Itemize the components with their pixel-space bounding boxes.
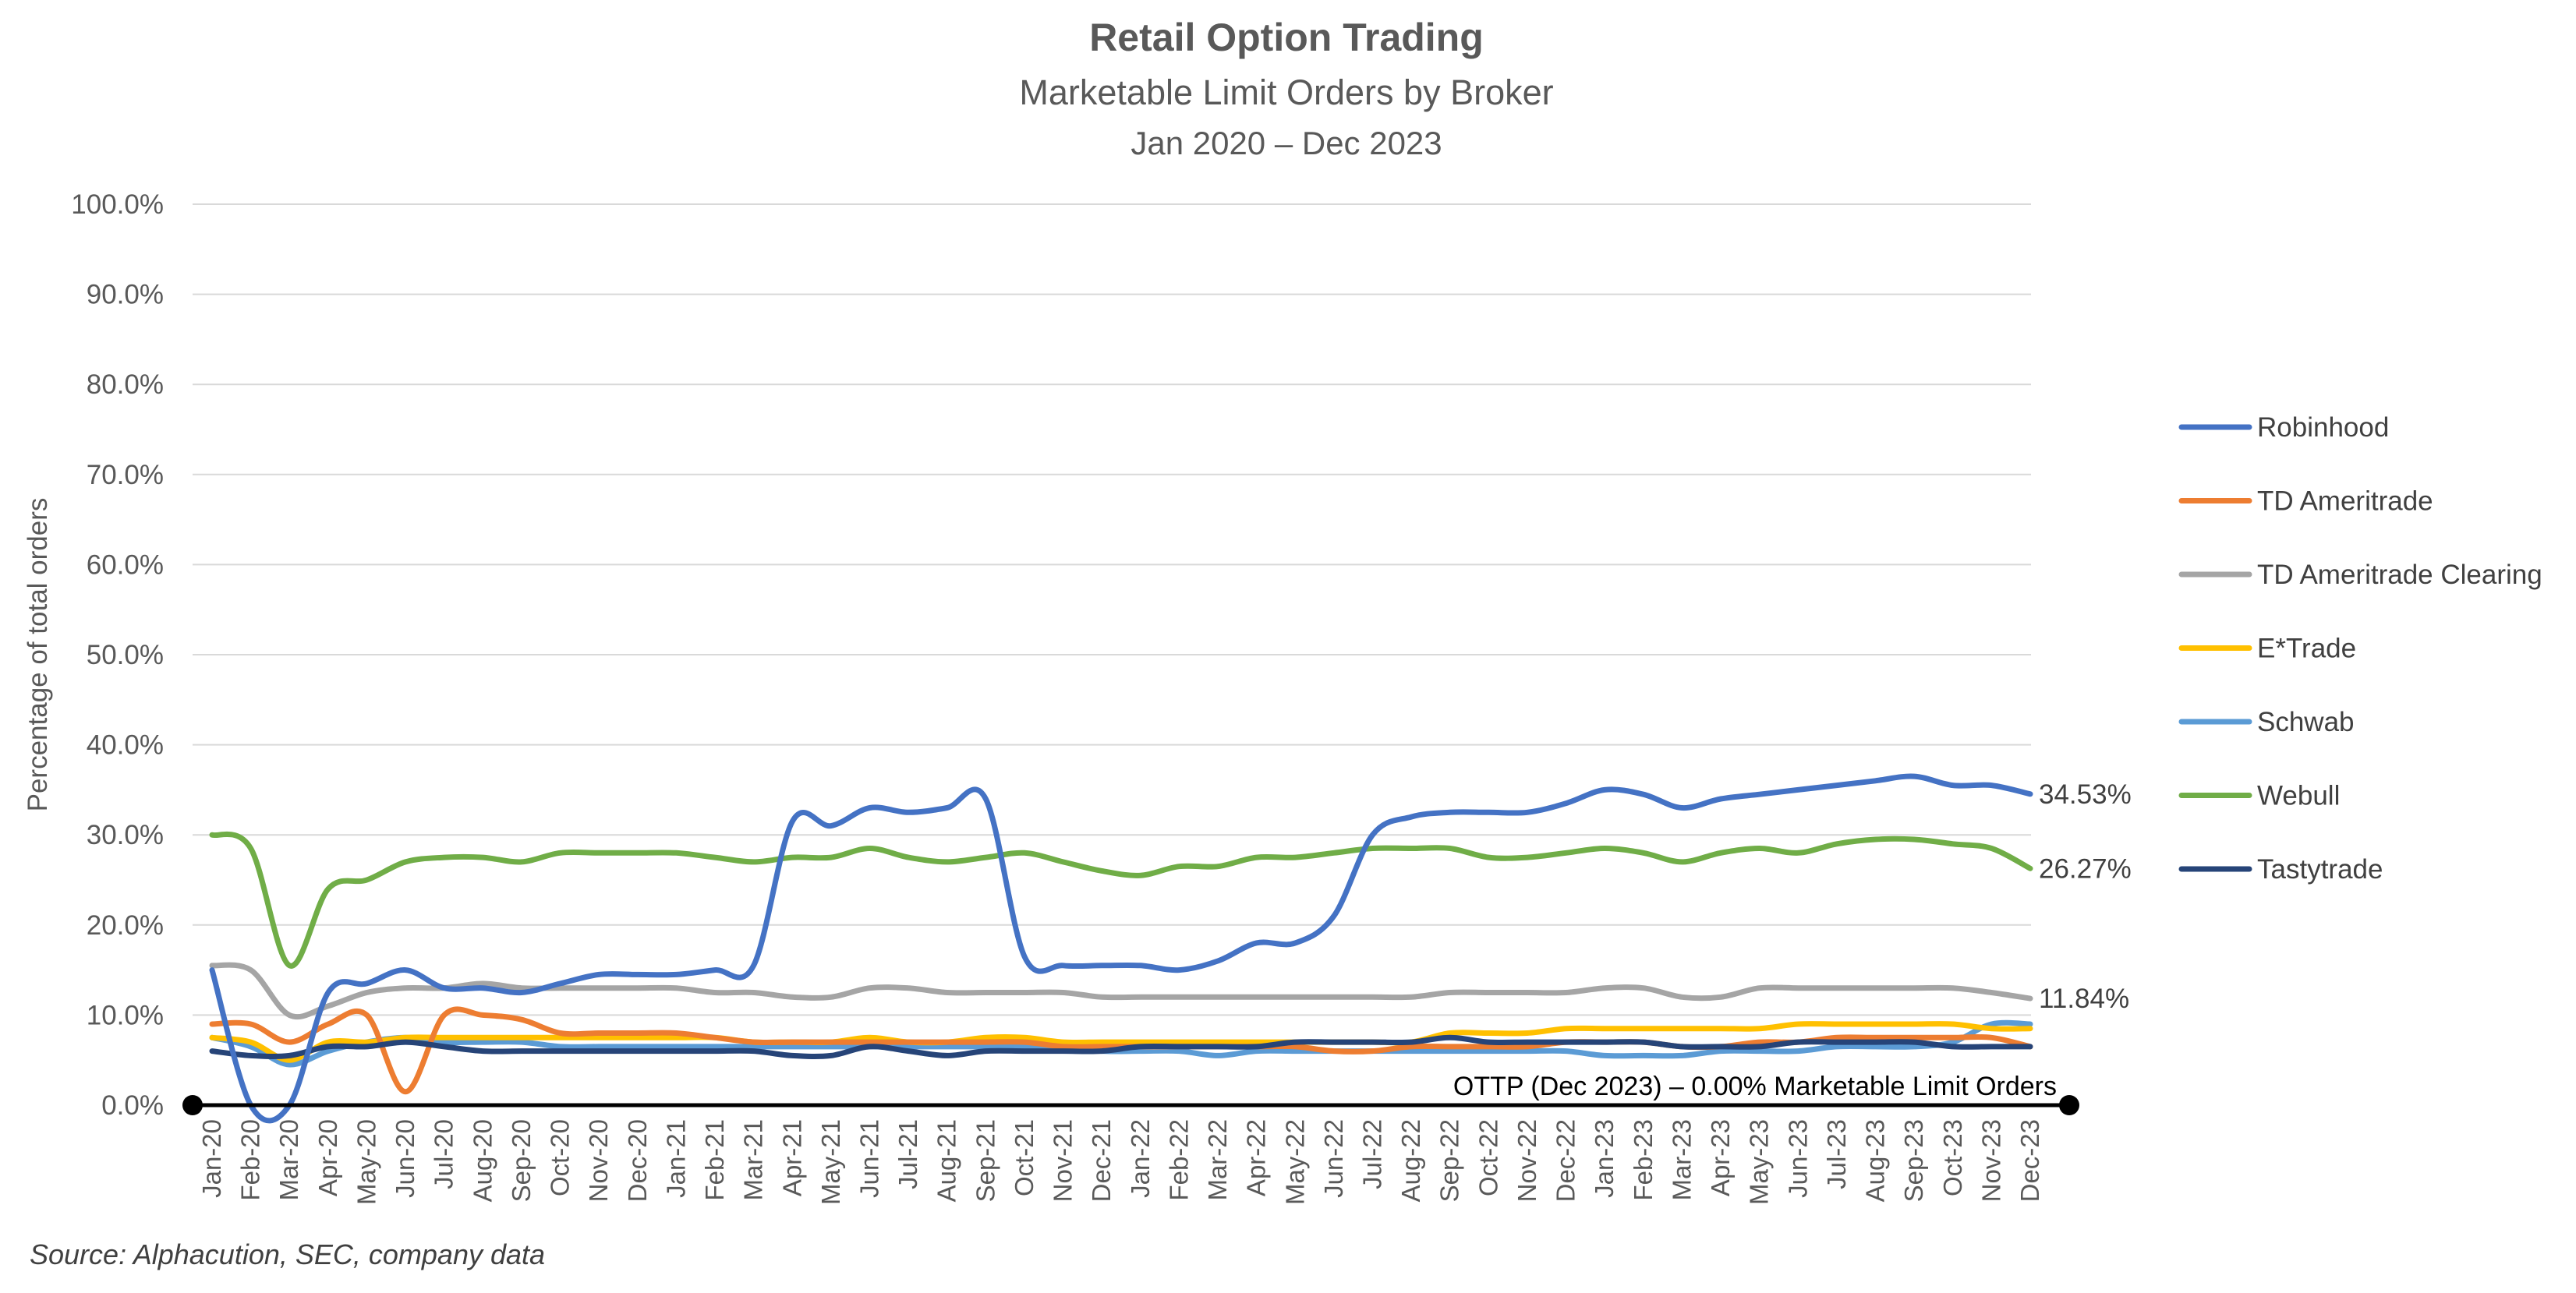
chart-subtitle: Marketable Limit Orders by Broker [1019,72,1553,112]
x-tick-label: Feb-20 [236,1119,265,1201]
x-tick-label: Apr-20 [313,1119,342,1196]
end-label: 11.84% [2039,984,2129,1014]
y-axis-ticks: 0.0% 10.0% 20.0% 30.0% 40.0% 50.0% 60.0% 70.0% 8… [71,189,164,1121]
x-tick-label: Feb-21 [700,1119,729,1201]
series-line-robinhood [209,773,2033,1124]
source-note: Source: Alphacution, SEC, company data [30,1238,545,1270]
x-tick-label: Sep-21 [971,1119,1000,1202]
x-tick-label: Jan-20 [197,1119,226,1198]
series-line-webull [209,831,2033,969]
x-tick-label: Oct-23 [1938,1119,1967,1196]
series-line-tastytrade [209,1034,2033,1059]
x-tick-label: Aug-22 [1396,1119,1425,1202]
legend-label: Robinhood [2257,412,2389,443]
x-tick-label: Mar-22 [1203,1119,1232,1201]
chart-title: Retail Option Trading [1089,16,1484,59]
x-tick-label: Oct-22 [1474,1119,1502,1196]
x-tick-label: Apr-23 [1706,1119,1735,1196]
x-tick-label: Jan-21 [661,1119,690,1198]
x-tick-label: Jan-22 [1126,1119,1155,1198]
legend-label: Webull [2257,781,2340,811]
legend-label: Tastytrade [2257,854,2383,885]
legend-label: Schwab [2257,707,2355,737]
end-label: 34.53% [2039,779,2132,810]
x-tick-label: Jul-21 [893,1119,922,1189]
baseline-end-dot [2059,1095,2079,1115]
y-tick-label: 100.0% [71,189,164,220]
x-tick-label: Dec-20 [623,1119,652,1202]
legend-label: TD Ameritrade Clearing [2257,560,2542,590]
x-tick-label: Sep-23 [1899,1119,1928,1202]
x-tick-label: Jul-22 [1358,1119,1387,1189]
x-tick-label: Nov-22 [1513,1119,1541,1202]
end-label: 26.27% [2039,853,2132,884]
x-tick-label: Mar-21 [739,1119,768,1201]
series-line-e-trade [209,1021,2033,1063]
x-tick-label: Jun-22 [1319,1119,1348,1198]
series-lines [209,773,2033,1124]
gridlines [193,203,2031,1016]
series-line-td-ameritrade-clearing [209,962,2033,1020]
end-labels: 34.53% 26.27% 11.84% [2039,779,2132,1014]
x-tick-label: Oct-21 [1010,1119,1039,1196]
x-tick-label: Dec-22 [1552,1119,1580,1202]
legend: Robinhood TD Ameritrade TD Ameritrade Clea… [2178,412,2542,885]
x-tick-label: Feb-22 [1164,1119,1193,1201]
x-tick-label: May-21 [816,1119,845,1205]
x-tick-label: Jul-20 [430,1119,458,1189]
x-axis-ticks: Jan-20 Feb-20 Mar-20 Apr-20 May-20 Jun-20 Jul-… [197,1119,2044,1205]
x-tick-label: Apr-22 [1242,1119,1271,1196]
y-tick-label: 90.0% [87,280,164,310]
x-tick-label: Jun-21 [855,1119,883,1198]
y-tick-label: 10.0% [87,1000,164,1030]
x-tick-label: Mar-20 [274,1119,303,1201]
y-tick-label: 0.0% [101,1090,164,1121]
x-tick-label: Aug-23 [1861,1119,1890,1202]
x-tick-label: Aug-21 [932,1119,961,1202]
x-tick-label: Jun-20 [391,1119,419,1198]
baseline-start-dot [182,1095,203,1115]
legend-label: TD Ameritrade [2257,486,2433,517]
x-tick-label: Aug-20 [468,1119,497,1202]
y-tick-label: 50.0% [87,640,164,670]
x-tick-label: Apr-21 [777,1119,806,1196]
x-tick-label: Sep-22 [1435,1119,1464,1202]
y-tick-label: 30.0% [87,820,164,850]
x-tick-label: Nov-21 [1049,1119,1077,1202]
y-axis-label: Percentage of total orders [23,498,53,812]
y-tick-label: 80.0% [87,369,164,400]
x-tick-label: Jan-23 [1590,1119,1619,1198]
x-tick-label: May-20 [352,1119,380,1205]
y-tick-label: 20.0% [87,910,164,941]
x-tick-label: May-22 [1280,1119,1309,1205]
y-tick-label: 70.0% [87,460,164,490]
y-tick-label: 60.0% [87,549,164,580]
x-tick-label: Sep-20 [507,1119,536,1202]
x-tick-label: Nov-20 [584,1119,613,1202]
x-tick-label: Nov-23 [1976,1119,2005,1202]
x-tick-label: Mar-23 [1667,1119,1696,1201]
ottp-annotation: OTTP (Dec 2023) – 0.00% Marketable Limit… [1453,1072,2057,1101]
x-tick-label: May-23 [1745,1119,1774,1205]
x-tick-label: Dec-23 [2015,1119,2044,1202]
legend-label: E*Trade [2257,634,2356,664]
x-tick-label: Jun-23 [1783,1119,1812,1198]
x-tick-label: Oct-20 [546,1119,575,1196]
x-tick-label: Jul-23 [1822,1119,1851,1189]
x-tick-label: Feb-23 [1629,1119,1658,1201]
y-tick-label: 40.0% [87,730,164,761]
x-tick-label: Dec-21 [1087,1119,1116,1202]
chart-date-range: Jan 2020 – Dec 2023 [1131,125,1442,161]
